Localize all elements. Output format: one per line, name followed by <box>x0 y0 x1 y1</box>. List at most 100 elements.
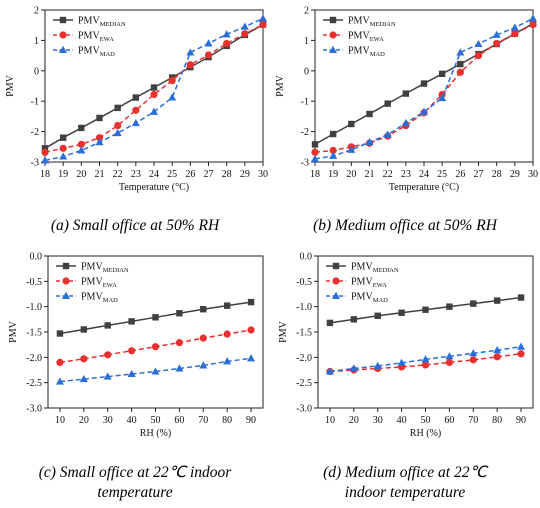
x-tick-label-a: 21 <box>95 169 105 180</box>
data-point-mad-c <box>127 369 136 378</box>
x-tick-label-a: 19 <box>58 169 68 180</box>
x-tick-label-a: 18 <box>40 169 50 180</box>
y-tick-label-b: 0 <box>304 66 309 77</box>
data-point-mad-d <box>517 342 526 350</box>
data-point-median-b <box>311 141 319 148</box>
legend-d: PMVMEDIAN PMVEWA PMVMAD <box>326 262 399 304</box>
caption-a-line1: (a) Small office at 50% RH <box>50 217 220 234</box>
data-point-median-c <box>247 298 255 306</box>
legend-label-mad-c: PMVMAD <box>81 292 118 305</box>
data-point-median-c <box>128 318 135 325</box>
y-tick-label-d: -0.5 <box>296 277 312 288</box>
caption-a: (a) Small office at 50% RH <box>0 216 270 236</box>
data-point-mad-a <box>77 146 86 154</box>
x-tick-label-b: 27 <box>474 169 484 180</box>
x-tick-label-d: 50 <box>421 415 431 426</box>
x-tick-label-c: 30 <box>103 415 113 426</box>
data-point-ewa-d <box>493 353 501 361</box>
data-point-ewa-c <box>151 343 160 351</box>
y-tick-label-a: 1 <box>34 36 39 47</box>
x-tick-label-d: 20 <box>349 415 359 426</box>
legend-label-ewa-a: PMVEWA <box>78 31 114 44</box>
y-tick-label-d: -3.0 <box>296 404 312 415</box>
x-axis-label-c: RH (%) <box>140 428 171 439</box>
x-tick-label-b: 29 <box>510 169 520 180</box>
legend-label-ewa-c: PMVEWA <box>81 277 117 290</box>
data-point-mad-c <box>55 377 64 385</box>
legend-label-median-c: PMVMEDIAN <box>81 262 129 275</box>
data-point-ewa-b <box>529 20 537 29</box>
data-point-mad-a <box>113 128 122 137</box>
data-point-median-c <box>104 322 111 329</box>
data-point-ewa-a <box>204 51 213 59</box>
data-point-median-d <box>422 306 429 313</box>
legend-marker-median-b <box>329 16 337 24</box>
data-point-mad-c <box>79 374 88 383</box>
y-tick-label-b: -1 <box>301 97 309 108</box>
chart-panel-a: -3 -2 -1 0 1 2 18 19 20 21 22 23 24 25 26 27 28 29 30 Tempe… <box>0 0 270 210</box>
x-tick-label-d: 60 <box>444 415 454 426</box>
y-tick-label-c: -1.5 <box>26 328 42 339</box>
y-tick-label-d: -1.0 <box>296 302 312 313</box>
x-tick-label-c: 70 <box>198 415 208 426</box>
data-point-ewa-c <box>104 351 112 359</box>
caption-b-line1: (b) Medium office at 50% RH <box>313 217 497 234</box>
x-tick-label-c: 40 <box>127 415 137 426</box>
data-point-median-a <box>78 124 85 132</box>
data-point-mad-b <box>365 138 374 146</box>
data-point-ewa-c <box>80 355 88 363</box>
x-tick-label-a: 27 <box>204 169 214 180</box>
data-point-median-d <box>493 297 501 304</box>
data-point-mad-d <box>421 355 430 363</box>
y-tick-label-d: -2.5 <box>296 378 312 389</box>
data-point-mad-b <box>420 107 428 115</box>
x-tick-label-c: 90 <box>246 415 256 426</box>
data-point-mad-d <box>373 361 382 369</box>
x-tick-label-b: 23 <box>401 169 411 180</box>
data-point-mad-d <box>493 346 502 354</box>
x-tick-label-c: 20 <box>79 415 89 426</box>
data-point-median-d <box>374 312 381 319</box>
y-tick-label-b: 2 <box>304 6 309 17</box>
data-point-ewa-c <box>247 326 255 334</box>
data-point-mad-d <box>397 358 406 366</box>
x-tick-label-b: 28 <box>492 169 502 180</box>
y-tick-label-b: -2 <box>301 127 309 138</box>
data-point-mad-b <box>438 93 447 102</box>
data-point-ewa-c <box>175 339 183 347</box>
data-point-mad-c <box>223 357 232 365</box>
x-tick-label-b: 22 <box>383 169 393 180</box>
data-point-median-a <box>132 94 140 101</box>
data-point-median-c <box>152 314 159 321</box>
legend-c: PMVMEDIAN PMVEWA PMVMAD <box>56 262 129 305</box>
caption-d-line2: indoor temperature <box>344 484 466 501</box>
chart-a-svg: -3 -2 -1 0 1 2 18 19 20 21 22 23 24 25 26 27 28 29 30 Tempe… <box>5 6 268 194</box>
legend-b: PMVMEDIAN PMVEWA PMVMAD <box>323 16 396 59</box>
x-tick-label-c: 80 <box>222 415 232 426</box>
data-point-mad-a <box>95 138 104 146</box>
legend-marker-ewa-d <box>332 277 340 285</box>
caption-c-line1: (c) Small office at 22℃ indoor <box>38 464 232 481</box>
data-point-median-c <box>200 306 207 313</box>
y-tick-label-d: 0.0 <box>300 252 313 263</box>
y-tick-label-c: -3.0 <box>26 404 42 415</box>
chart-d-svg: -3.0 -2.5 -2.0 -1.5 -1.0 -0.5 0.0 10 20 30 40 50 60 7… <box>278 252 534 439</box>
legend-a: PMVMEDIAN PMVEWA PMVMAD <box>53 16 126 58</box>
x-axis-label-a: Temperature (°C) <box>119 182 189 193</box>
x-tick-label-b: 19 <box>328 169 338 180</box>
data-point-ewa-a <box>223 39 231 48</box>
legend-label-mad-b: PMVMAD <box>348 46 385 59</box>
data-point-mad-b <box>529 14 537 22</box>
x-tick-label-b: 20 <box>346 169 356 180</box>
data-point-ewa-a <box>186 61 194 69</box>
chart-c-svg: -3.0 -2.5 -2.0 -1.5 -1.0 -0.5 0.0 10 20 30 40 50 60 7… <box>8 252 264 439</box>
y-tick-label-a: -3 <box>31 158 39 169</box>
x-tick-label-b: 21 <box>365 169 375 180</box>
legend-marker-mad-b <box>329 45 337 53</box>
x-tick-label-a: 20 <box>76 169 86 180</box>
data-point-ewa-d <box>469 356 477 364</box>
x-tick-label-a: 24 <box>149 169 159 180</box>
data-point-median-d <box>517 294 525 301</box>
legend-label-ewa-b: PMVEWA <box>348 31 384 44</box>
data-point-mad-a <box>186 48 195 56</box>
